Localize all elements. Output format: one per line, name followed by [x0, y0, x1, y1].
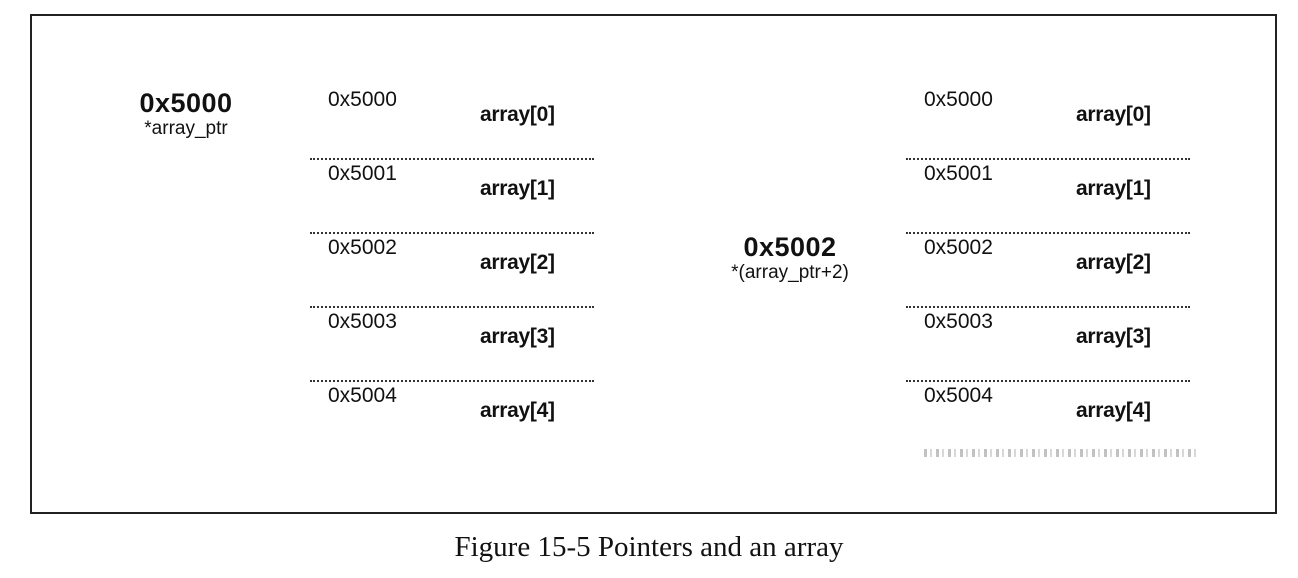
- array-element: array[4]: [480, 399, 555, 422]
- array-element: array[1]: [1076, 177, 1151, 200]
- memory-address: 0x5004: [924, 384, 993, 407]
- left-pointer: 0x5000 *array_ptr: [128, 88, 244, 140]
- figure-caption: Figure 15-5 Pointers and an array: [454, 531, 844, 563]
- left-pointer-expression: *array_ptr: [144, 118, 228, 139]
- memory-cell: 0x5000 array[0]: [906, 86, 1190, 160]
- memory-cell: 0x5001 array[1]: [310, 160, 594, 234]
- memory-cell: 0x5003 array[3]: [310, 308, 594, 382]
- memory-address: 0x5000: [924, 88, 993, 111]
- memory-address: 0x5002: [328, 236, 397, 259]
- array-element: array[2]: [480, 251, 555, 274]
- right-memory-column: 0x5000 array[0] 0x5001 array[1] 0x5002 a…: [906, 86, 1190, 456]
- array-element: array[3]: [1076, 325, 1151, 348]
- array-element: array[3]: [480, 325, 555, 348]
- memory-address: 0x5000: [328, 88, 397, 111]
- memory-address: 0x5003: [328, 310, 397, 333]
- right-pointer-address: 0x5002: [743, 232, 837, 262]
- array-element: array[4]: [1076, 399, 1151, 422]
- memory-address: 0x5001: [328, 162, 397, 185]
- memory-cell: 0x5003 array[3]: [906, 308, 1190, 382]
- right-pointer: 0x5002 *(array_ptr+2): [690, 232, 890, 284]
- memory-address: 0x5004: [328, 384, 397, 407]
- scan-artifact: [924, 449, 1200, 457]
- memory-cell: 0x5004 array[4]: [906, 382, 1190, 456]
- memory-cell: 0x5001 array[1]: [906, 160, 1190, 234]
- memory-cell: 0x5000 array[0]: [310, 86, 594, 160]
- figure-frame: [30, 14, 1277, 514]
- memory-address: 0x5003: [924, 310, 993, 333]
- left-pointer-address: 0x5000: [139, 88, 233, 118]
- right-pointer-expression: *(array_ptr+2): [731, 262, 849, 283]
- array-element: array[0]: [480, 103, 555, 126]
- array-element: array[0]: [1076, 103, 1151, 126]
- array-element: array[1]: [480, 177, 555, 200]
- left-memory-column: 0x5000 array[0] 0x5001 array[1] 0x5002 a…: [310, 86, 594, 456]
- memory-address: 0x5002: [924, 236, 993, 259]
- memory-cell: 0x5002 array[2]: [310, 234, 594, 308]
- memory-cell: 0x5002 array[2]: [906, 234, 1190, 308]
- memory-cell: 0x5004 array[4]: [310, 382, 594, 456]
- memory-address: 0x5001: [924, 162, 993, 185]
- array-element: array[2]: [1076, 251, 1151, 274]
